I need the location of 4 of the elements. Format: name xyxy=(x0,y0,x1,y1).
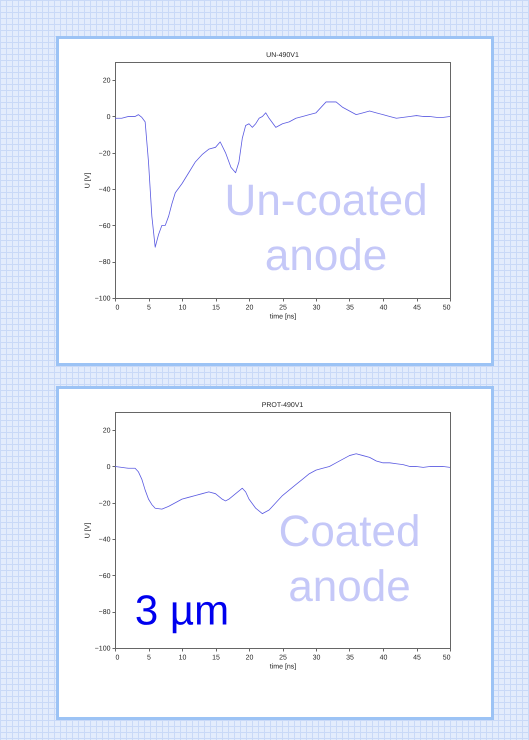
annotation: 3 µm xyxy=(134,586,230,634)
annotation: Coated anode xyxy=(278,507,420,612)
line-series xyxy=(115,453,450,514)
annotation: Un-coated anode xyxy=(224,176,428,280)
